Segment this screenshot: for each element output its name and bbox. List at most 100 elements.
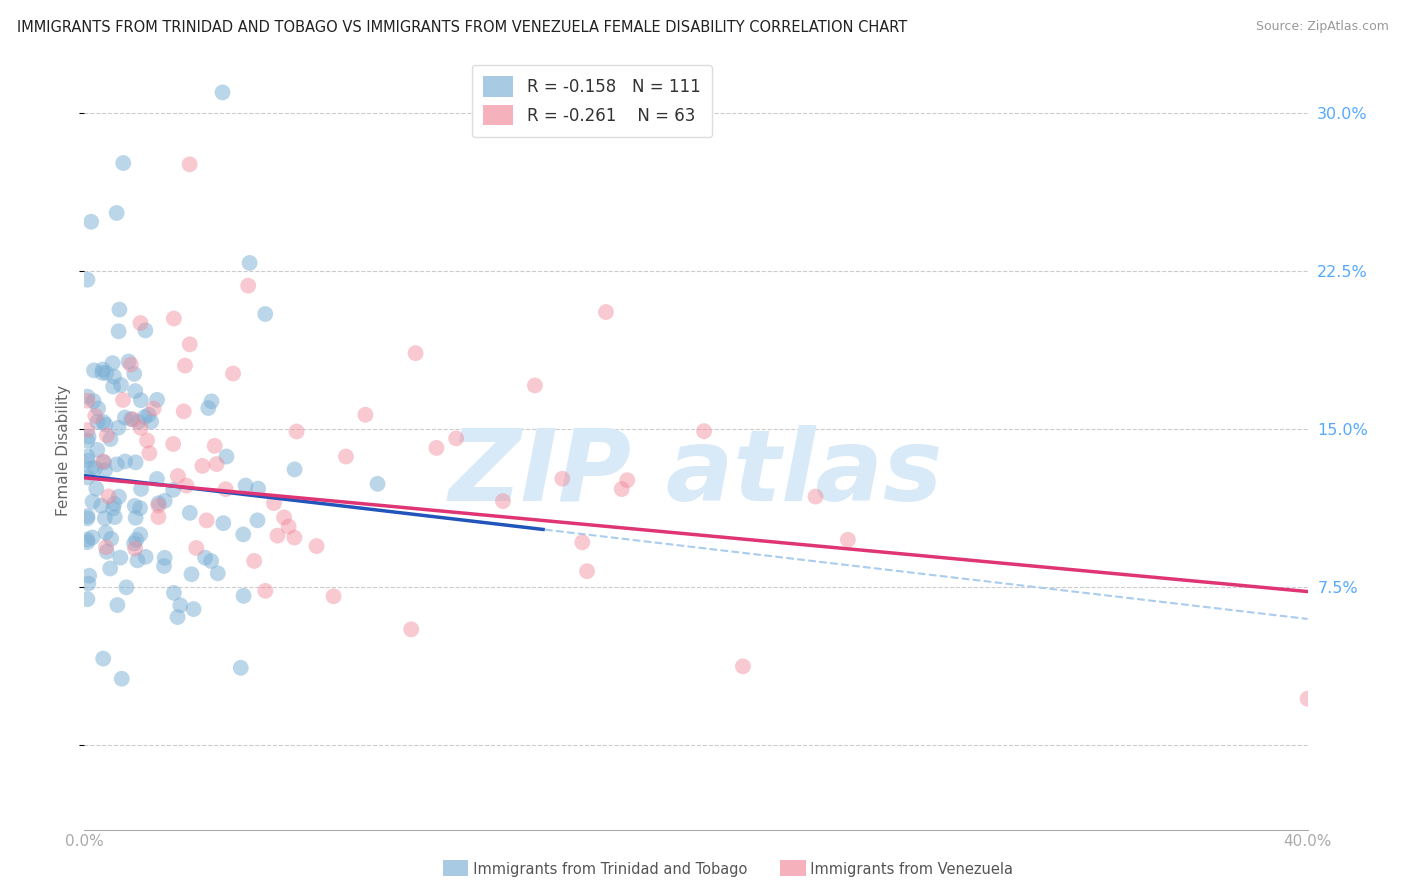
Point bbox=[76, 535, 98, 549]
Point bbox=[94, 463, 117, 477]
Point bbox=[120, 358, 142, 372]
Point bbox=[124, 541, 146, 556]
Point bbox=[197, 401, 219, 415]
Point bbox=[76, 509, 98, 524]
Point bbox=[105, 458, 128, 472]
Point bbox=[77, 576, 100, 591]
Point bbox=[254, 583, 277, 598]
Point bbox=[94, 525, 117, 540]
Point bbox=[129, 316, 152, 330]
Point bbox=[105, 598, 128, 612]
Point bbox=[76, 423, 98, 437]
Point bbox=[98, 561, 121, 575]
Point bbox=[246, 513, 269, 527]
Point bbox=[179, 157, 201, 171]
Point bbox=[136, 434, 159, 448]
Point bbox=[91, 362, 114, 376]
Point bbox=[124, 510, 146, 524]
Point bbox=[523, 378, 546, 392]
Point bbox=[76, 450, 98, 464]
Point bbox=[134, 323, 156, 337]
Point bbox=[87, 401, 110, 416]
Point bbox=[111, 392, 134, 407]
Point bbox=[571, 535, 593, 549]
Point bbox=[169, 599, 191, 613]
Point bbox=[239, 256, 262, 270]
Point bbox=[195, 513, 218, 527]
Point bbox=[179, 337, 201, 351]
Point bbox=[104, 510, 127, 524]
Point bbox=[148, 499, 170, 513]
Point bbox=[105, 206, 128, 220]
Point bbox=[551, 472, 574, 486]
Point bbox=[94, 541, 117, 555]
Point bbox=[77, 430, 100, 444]
Point bbox=[138, 408, 160, 422]
Point bbox=[124, 455, 146, 469]
Point bbox=[176, 478, 198, 492]
Point bbox=[96, 366, 118, 380]
Point bbox=[186, 541, 208, 555]
Point bbox=[205, 457, 228, 471]
Point bbox=[277, 519, 299, 533]
Text: Source: ZipAtlas.com: Source: ZipAtlas.com bbox=[1256, 20, 1389, 33]
Point bbox=[103, 497, 125, 511]
Point bbox=[222, 367, 245, 381]
Point bbox=[82, 530, 104, 544]
Point bbox=[247, 482, 270, 496]
Point bbox=[76, 592, 98, 607]
Point bbox=[142, 401, 165, 416]
Point bbox=[107, 420, 129, 434]
Point bbox=[167, 469, 190, 483]
Point bbox=[76, 393, 98, 408]
Point bbox=[283, 531, 305, 545]
Point bbox=[129, 393, 152, 408]
Point bbox=[211, 86, 233, 100]
Point bbox=[194, 550, 217, 565]
Point bbox=[76, 273, 98, 287]
Point bbox=[76, 390, 98, 404]
Point bbox=[107, 324, 129, 338]
Point bbox=[146, 392, 169, 407]
Point bbox=[129, 527, 152, 541]
Point bbox=[166, 610, 188, 624]
Point bbox=[693, 424, 716, 438]
Point bbox=[91, 651, 114, 665]
Point bbox=[121, 412, 143, 426]
Point bbox=[76, 533, 98, 547]
Point bbox=[84, 482, 107, 496]
Point bbox=[162, 437, 184, 451]
Point bbox=[124, 499, 146, 513]
Point bbox=[1296, 691, 1319, 706]
Point bbox=[108, 302, 131, 317]
Point bbox=[273, 510, 295, 524]
Point bbox=[180, 567, 202, 582]
Point bbox=[127, 553, 149, 567]
Point bbox=[367, 476, 389, 491]
Point bbox=[399, 623, 422, 637]
Point bbox=[96, 428, 118, 442]
Point bbox=[235, 478, 257, 492]
Point bbox=[322, 589, 344, 603]
Point bbox=[91, 415, 114, 429]
Point bbox=[148, 496, 170, 510]
Point bbox=[91, 366, 114, 380]
Point bbox=[616, 473, 638, 487]
Point bbox=[101, 501, 124, 516]
Point bbox=[101, 379, 124, 393]
Point bbox=[129, 482, 152, 496]
Point bbox=[200, 394, 222, 409]
Point bbox=[114, 454, 136, 468]
Point bbox=[610, 482, 633, 496]
Point bbox=[120, 412, 142, 426]
Point bbox=[284, 462, 307, 476]
Point bbox=[405, 346, 427, 360]
Point bbox=[200, 554, 222, 568]
Point bbox=[215, 450, 238, 464]
Point bbox=[335, 450, 357, 464]
Point bbox=[207, 566, 229, 581]
Point bbox=[146, 472, 169, 486]
Point bbox=[125, 533, 148, 547]
Point bbox=[138, 446, 160, 460]
Point bbox=[112, 156, 135, 170]
